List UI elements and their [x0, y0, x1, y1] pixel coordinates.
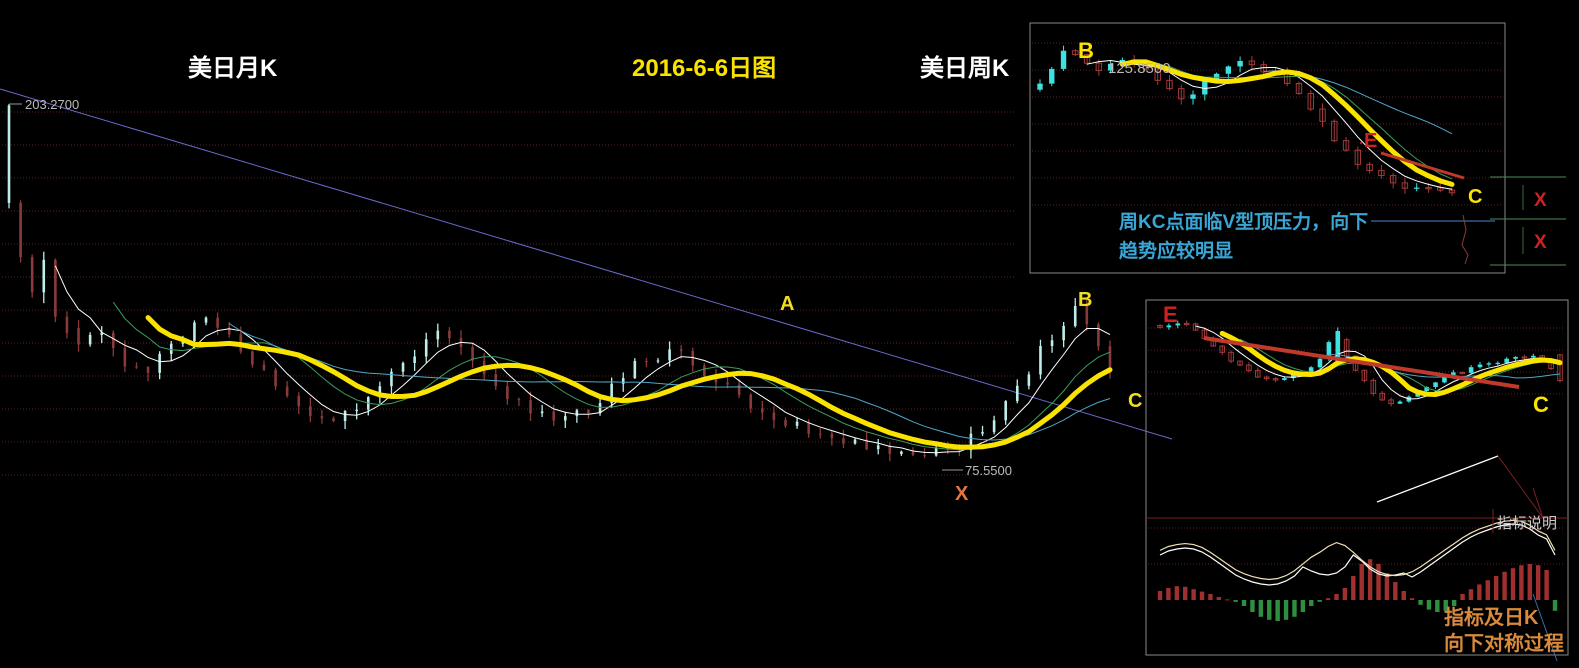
svg-text:75.5500: 75.5500 [965, 463, 1012, 478]
svg-text:B: B [1078, 289, 1092, 311]
svg-text:C: C [1128, 390, 1142, 412]
svg-text:E: E [1364, 130, 1377, 152]
svg-text:X: X [1534, 232, 1547, 253]
svg-text:E: E [1163, 302, 1178, 327]
svg-text:周KC点面临V型顶压力，向下: 周KC点面临V型顶压力，向下 [1119, 210, 1368, 233]
svg-text:指标及日K: 指标及日K [1444, 605, 1539, 629]
svg-text:指标说明: 指标说明 [1497, 515, 1557, 532]
svg-text:125.8500: 125.8500 [1108, 60, 1171, 77]
svg-text:B: B [1078, 38, 1094, 63]
svg-text:C: C [1468, 186, 1482, 208]
svg-text:C: C [1533, 392, 1549, 417]
svg-text:A: A [780, 293, 794, 315]
svg-text:X: X [955, 483, 969, 505]
svg-text:2016-6-6日图: 2016-6-6日图 [632, 55, 776, 82]
svg-text:美日月K: 美日月K [188, 54, 278, 82]
svg-text:X: X [1534, 190, 1547, 211]
svg-text:美日周K: 美日周K [920, 54, 1010, 82]
svg-text:向下对称过程: 向下对称过程 [1444, 631, 1564, 655]
svg-text:203.2700: 203.2700 [25, 97, 79, 112]
svg-text:趋势应较明显: 趋势应较明显 [1119, 239, 1233, 262]
